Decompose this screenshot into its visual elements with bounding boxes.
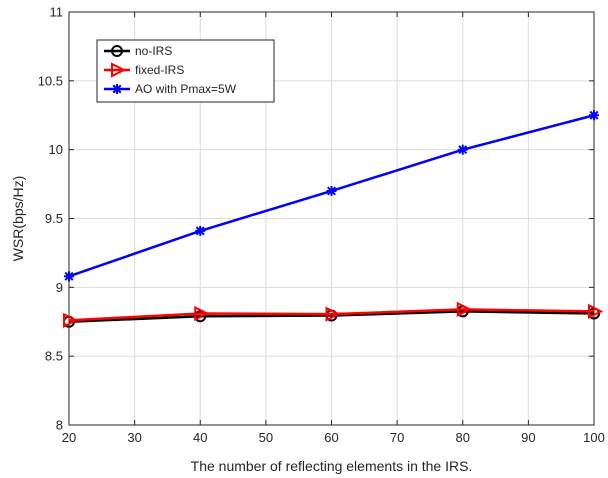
y-tick-label: 8.5 (45, 349, 63, 364)
x-tick-label: 30 (127, 430, 141, 445)
legend-swatch-marker (112, 84, 122, 94)
y-tick-label: 9 (56, 280, 63, 295)
series-line (68, 308, 595, 322)
legend-label: AO with Pmax=5W (135, 82, 237, 96)
y-axis-label: WSR(bps/Hz) (10, 176, 26, 262)
data-point (195, 225, 206, 236)
y-tick-label: 9.5 (45, 211, 63, 226)
data-point (194, 305, 210, 322)
x-tick-label: 90 (521, 430, 535, 445)
data-point (63, 312, 79, 328)
data-point (456, 301, 472, 317)
x-tick-label: 80 (456, 430, 470, 445)
series-2 (64, 110, 599, 282)
y-tick-label: 8 (56, 418, 63, 433)
y-tick-label: 10.5 (38, 73, 63, 88)
grid (68, 11, 595, 426)
x-tick-label: 60 (324, 430, 338, 445)
legend-item: AO with Pmax=5W (104, 82, 237, 96)
legend-item: fixed-IRS (104, 62, 184, 78)
y-tick-label: 10 (49, 142, 63, 157)
data-point (326, 185, 337, 196)
legend: no-IRS fixed-IRS AO with Pmax=5W (96, 39, 275, 103)
series-line (68, 310, 595, 323)
x-tick-label: 100 (583, 430, 605, 445)
data-point (589, 110, 599, 121)
legend-label: no-IRS (135, 44, 172, 58)
legend-swatch-marker (111, 45, 123, 57)
series-1 (63, 301, 604, 328)
data-point (325, 306, 341, 322)
x-tick-label: 50 (259, 430, 273, 445)
x-tick-label: 40 (193, 430, 207, 445)
legend-swatch-marker (111, 62, 127, 78)
y-axis: 8 8.5 9 9.5 10 10.5 11 (38, 5, 594, 433)
x-axis-label: The number of reflecting elements in the… (191, 458, 473, 474)
x-tick-label: 20 (62, 430, 76, 445)
data-point (588, 303, 604, 320)
data-point (457, 144, 468, 155)
series-layer (63, 110, 604, 328)
legend-item: no-IRS (104, 44, 172, 58)
legend-label: fixed-IRS (135, 63, 184, 77)
y-tick-label: 11 (50, 5, 64, 20)
x-axis: 20 30 40 50 60 70 80 90 100 (62, 12, 605, 445)
data-point (64, 271, 74, 282)
x-tick-label: 70 (390, 430, 404, 445)
